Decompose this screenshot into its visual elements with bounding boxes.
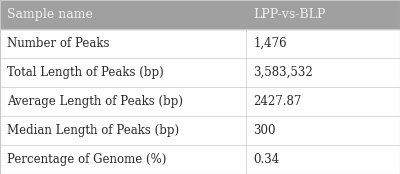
Text: 3,583,532: 3,583,532 (253, 66, 313, 79)
Text: Median Length of Peaks (bp): Median Length of Peaks (bp) (7, 124, 179, 137)
Bar (0, 0, 400, 29)
Text: 2427.87: 2427.87 (253, 95, 302, 108)
Text: LPP-vs-BLP: LPP-vs-BLP (253, 8, 326, 21)
Bar (0, 145, 400, 174)
Bar (0, 116, 400, 145)
Text: 1,476: 1,476 (253, 37, 287, 50)
Bar (0, 29, 400, 58)
Text: Sample name: Sample name (7, 8, 93, 21)
Bar (0, 58, 400, 87)
Text: Total Length of Peaks (bp): Total Length of Peaks (bp) (7, 66, 164, 79)
Text: 300: 300 (253, 124, 276, 137)
Text: Average Length of Peaks (bp): Average Length of Peaks (bp) (7, 95, 183, 108)
Text: Percentage of Genome (%): Percentage of Genome (%) (7, 153, 166, 166)
Bar (0, 87, 400, 116)
Text: 0.34: 0.34 (253, 153, 280, 166)
Text: Number of Peaks: Number of Peaks (7, 37, 110, 50)
